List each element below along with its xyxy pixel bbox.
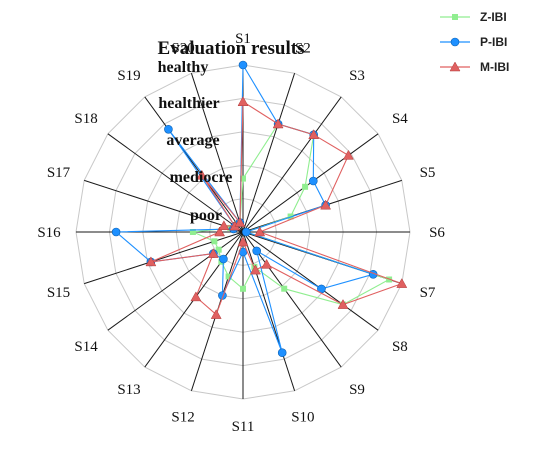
legend-marker <box>452 14 458 20</box>
chart-title: Evaluation results <box>158 38 305 59</box>
category-label: S16 <box>37 225 61 241</box>
category-label: S1 <box>235 31 251 47</box>
axis-spoke <box>144 96 244 233</box>
data-point <box>242 227 251 237</box>
category-label: S14 <box>74 339 98 355</box>
category-label: S10 <box>291 410 314 426</box>
level-labels: poor mediocre average healthier healthy <box>158 59 233 224</box>
level-label: healthy <box>158 59 209 76</box>
data-point <box>337 299 349 309</box>
axis-spoke <box>242 96 342 233</box>
data-point <box>145 256 157 267</box>
legend-marker <box>449 61 461 72</box>
data-point <box>281 285 288 292</box>
data-point <box>215 246 222 253</box>
category-label: S11 <box>232 419 255 435</box>
axis-spoke <box>242 231 342 368</box>
data-point <box>254 226 266 237</box>
category-label: S18 <box>74 111 97 127</box>
data-point <box>238 60 248 70</box>
category-label: S17 <box>47 165 71 181</box>
category-label: S6 <box>429 225 445 241</box>
category-label: S7 <box>420 285 436 301</box>
category-labels: S1 S2 S3 S4 S5 S6 S7 S8 S9 S10 S11 S12 S13 S14 S15 S16 S… <box>37 31 445 435</box>
category-label: S4 <box>392 111 408 127</box>
legend: Z-IBI P-IBI M-IBI <box>440 10 509 74</box>
data-point <box>272 118 284 129</box>
category-label: S12 <box>171 410 194 426</box>
data-point <box>252 246 262 256</box>
data-point <box>240 175 246 182</box>
legend-label: P-IBI <box>480 35 507 49</box>
category-label: S13 <box>117 382 140 398</box>
data-point <box>308 129 320 139</box>
legend-label: Z-IBI <box>480 10 507 24</box>
axis-spoke <box>242 231 296 391</box>
level-label: poor <box>190 207 222 224</box>
legend-label: M-IBI <box>480 60 509 74</box>
series-layer <box>111 60 408 358</box>
data-point <box>234 216 246 227</box>
axis-spoke <box>190 73 244 233</box>
data-point <box>277 348 287 358</box>
axis-spoke <box>242 73 296 233</box>
data-point <box>237 96 249 106</box>
category-label: S9 <box>349 382 365 398</box>
data-point <box>219 254 228 264</box>
level-label: healthier <box>158 95 219 112</box>
category-label: S19 <box>117 68 140 84</box>
category-label: S5 <box>420 165 436 181</box>
category-label: S3 <box>349 68 365 84</box>
axis-spoke <box>107 133 244 233</box>
data-point <box>211 238 218 245</box>
data-point <box>111 227 121 237</box>
data-point <box>164 125 173 134</box>
data-point <box>214 226 226 237</box>
data-point <box>207 248 219 258</box>
data-point <box>320 199 332 210</box>
axis-spoke <box>84 231 244 285</box>
data-point <box>396 278 408 288</box>
level-label: mediocre <box>170 169 233 186</box>
category-label: S8 <box>392 339 408 355</box>
axis-spoke <box>242 231 379 331</box>
legend-item: P-IBI <box>440 35 507 49</box>
legend-item: Z-IBI <box>440 10 507 24</box>
data-point <box>237 236 249 247</box>
data-point <box>302 183 309 190</box>
data-point <box>308 176 318 186</box>
data-point <box>210 309 222 319</box>
axis-spoke <box>84 179 244 233</box>
data-point <box>342 149 354 160</box>
legend-item: M-IBI <box>440 60 509 74</box>
data-point <box>218 220 230 231</box>
data-point <box>189 229 196 235</box>
category-label: S2 <box>295 41 311 57</box>
data-point <box>196 169 208 180</box>
data-point <box>249 264 261 275</box>
category-label: S20 <box>171 41 194 57</box>
level-label: average <box>166 132 219 149</box>
data-point <box>240 285 246 292</box>
legend-marker <box>450 37 460 47</box>
data-point <box>261 258 273 269</box>
series-m-ibi <box>145 96 408 319</box>
category-label: S15 <box>47 285 70 301</box>
series-line <box>114 63 376 353</box>
data-point <box>225 273 232 280</box>
data-point <box>190 291 202 302</box>
